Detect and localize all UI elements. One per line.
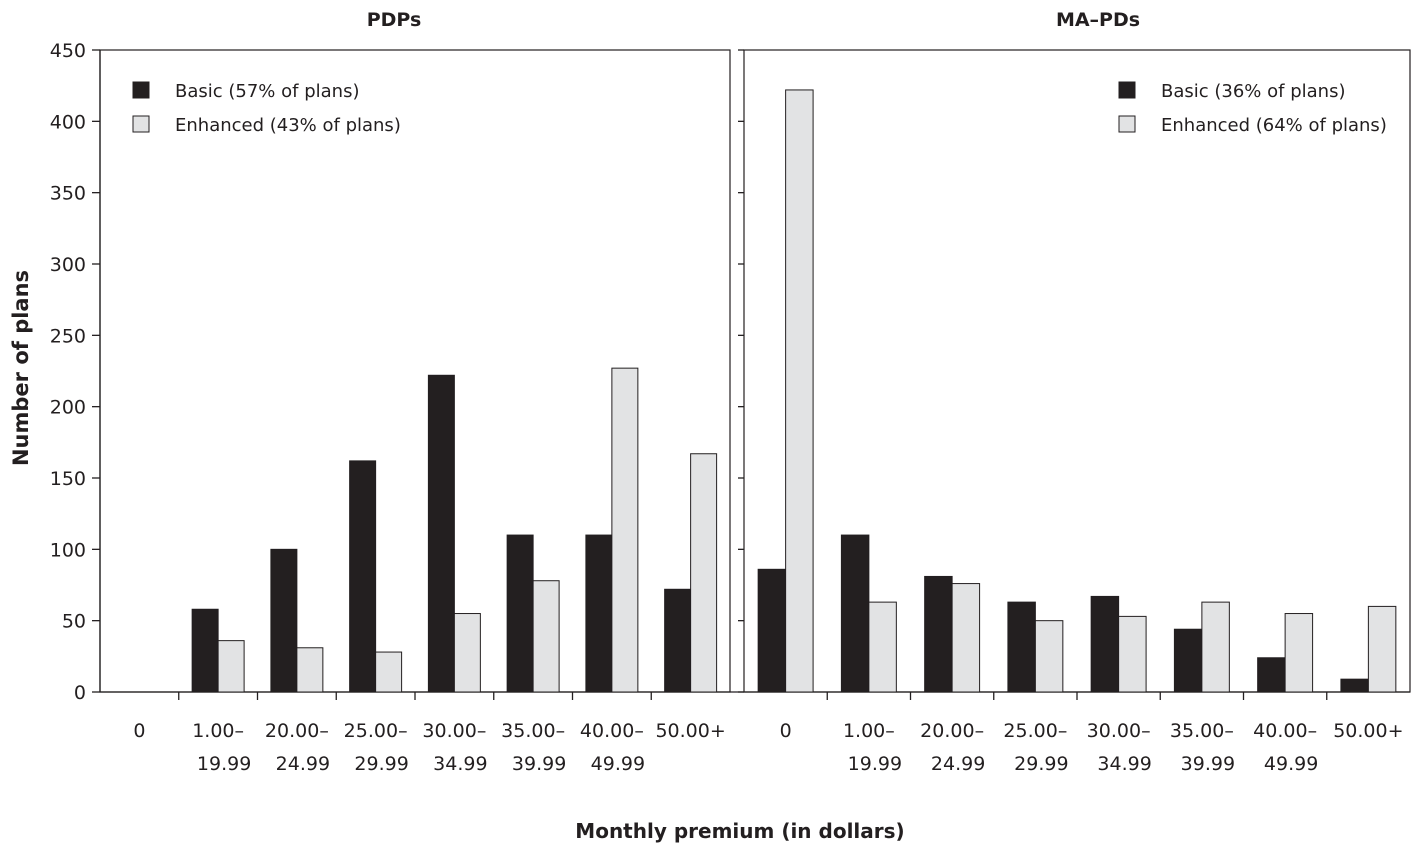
x-axis-label: Monthly premium (in dollars) bbox=[575, 819, 904, 843]
basic-bar bbox=[1340, 678, 1369, 693]
legend-enhanced-swatch bbox=[132, 115, 150, 133]
enhanced-bar bbox=[1118, 615, 1147, 693]
x-tick-label-line2: 19.99 bbox=[848, 753, 902, 775]
pdp-panel: 0 1.00– 19.99 20.00– 24.99 25.00– 29.99 30.00– 3… bbox=[132, 81, 726, 775]
basic-bar bbox=[1090, 595, 1120, 693]
x-tick-label: 20.00– bbox=[265, 720, 329, 742]
x-tick-label-line2: 24.99 bbox=[931, 753, 985, 775]
basic-bar bbox=[1007, 601, 1036, 693]
basic-bar bbox=[924, 575, 953, 693]
y-tick-label: 50 bbox=[62, 611, 86, 633]
x-tick-label-line2: 39.99 bbox=[512, 753, 566, 775]
x-tick-label: 35.00– bbox=[1170, 720, 1234, 742]
enhanced-bar bbox=[1367, 605, 1397, 693]
pdp-panel-title: PDPs bbox=[367, 9, 422, 31]
x-tick-label: 25.00– bbox=[1003, 720, 1067, 742]
x-tick-label: 30.00– bbox=[422, 720, 486, 742]
enhanced-bar bbox=[296, 647, 324, 693]
x-tick-label: 35.00– bbox=[501, 720, 565, 742]
basic-bar bbox=[585, 534, 613, 693]
x-tick-label-line2: 39.99 bbox=[1181, 753, 1235, 775]
x-tick-label-line2: 49.99 bbox=[591, 753, 645, 775]
basic-bar bbox=[757, 568, 787, 693]
x-tick-label-line2: 19.99 bbox=[197, 753, 251, 775]
enhanced-bar bbox=[1284, 613, 1314, 693]
legend-basic-swatch bbox=[1118, 81, 1136, 99]
mapd-panel-title: MA–PDs bbox=[1056, 9, 1140, 31]
basic-bar bbox=[270, 548, 298, 693]
y-tick-label: 350 bbox=[50, 183, 86, 205]
y-tick-label: 450 bbox=[50, 40, 86, 62]
basic-bar bbox=[840, 534, 870, 693]
x-tick-label: 30.00– bbox=[1087, 720, 1151, 742]
legend-label: Basic (57% of plans) bbox=[175, 81, 359, 102]
basic-bar bbox=[506, 534, 534, 693]
x-tick-label: 50.00+ bbox=[1333, 720, 1403, 742]
basic-bar bbox=[664, 588, 692, 693]
y-ticks: 0 50 100 150 200 250 300 350 400 450 bbox=[50, 40, 744, 704]
basic-bar bbox=[427, 374, 455, 693]
x-tick-label: 1.00– bbox=[192, 720, 244, 742]
enhanced-bar bbox=[690, 453, 718, 693]
x-tick-label-line2: 49.99 bbox=[1264, 753, 1318, 775]
enhanced-bar bbox=[1034, 620, 1064, 693]
x-tick-label: 40.00– bbox=[580, 720, 644, 742]
legend-enhanced-swatch bbox=[1118, 115, 1136, 133]
enhanced-bar bbox=[453, 613, 481, 693]
enhanced-bar bbox=[217, 640, 245, 693]
legend-label: Enhanced (43% of plans) bbox=[175, 115, 401, 136]
basic-bar bbox=[349, 460, 377, 693]
y-tick-label: 250 bbox=[50, 325, 86, 347]
enhanced-bar bbox=[951, 583, 981, 693]
enhanced-bar bbox=[1201, 601, 1230, 693]
y-tick-label: 200 bbox=[50, 397, 86, 419]
basic-bar bbox=[1257, 657, 1286, 693]
legend-basic-swatch bbox=[132, 81, 150, 99]
y-tick-label: 400 bbox=[50, 111, 86, 133]
y-tick-label: 100 bbox=[50, 539, 86, 561]
enhanced-bar bbox=[611, 367, 639, 693]
mapd-panel: 0 1.00– 19.99 20.00– 24.99 25.00– 29.99 30.00– 3… bbox=[757, 81, 1404, 775]
x-tick-label-line2: 34.99 bbox=[433, 753, 487, 775]
y-tick-label: 0 bbox=[74, 682, 86, 704]
x-tick-label: 0 bbox=[133, 720, 145, 742]
x-tick-label-line2: 29.99 bbox=[1014, 753, 1068, 775]
y-tick-label: 150 bbox=[50, 468, 86, 490]
enhanced-bar bbox=[785, 89, 814, 693]
x-tick-label-line2: 34.99 bbox=[1097, 753, 1151, 775]
x-tick-label-line2: 29.99 bbox=[354, 753, 408, 775]
x-tick-label: 40.00– bbox=[1253, 720, 1317, 742]
x-tick-label: 20.00– bbox=[920, 720, 984, 742]
x-tick-label: 50.00+ bbox=[655, 720, 725, 742]
enhanced-bar bbox=[375, 651, 403, 693]
x-tick-label-line2: 24.99 bbox=[276, 753, 330, 775]
y-tick-label: 300 bbox=[50, 254, 86, 276]
x-tick-label: 25.00– bbox=[344, 720, 408, 742]
basic-bar bbox=[191, 608, 219, 693]
enhanced-bar bbox=[868, 601, 897, 693]
x-tick-label: 0 bbox=[780, 720, 792, 742]
legend-label: Enhanced (64% of plans) bbox=[1161, 115, 1387, 136]
basic-bar bbox=[1173, 628, 1203, 693]
legend-label: Basic (36% of plans) bbox=[1161, 81, 1345, 102]
enhanced-bar bbox=[532, 580, 560, 693]
x-tick-label: 1.00– bbox=[843, 720, 895, 742]
y-axis-label: Number of plans bbox=[9, 270, 33, 466]
